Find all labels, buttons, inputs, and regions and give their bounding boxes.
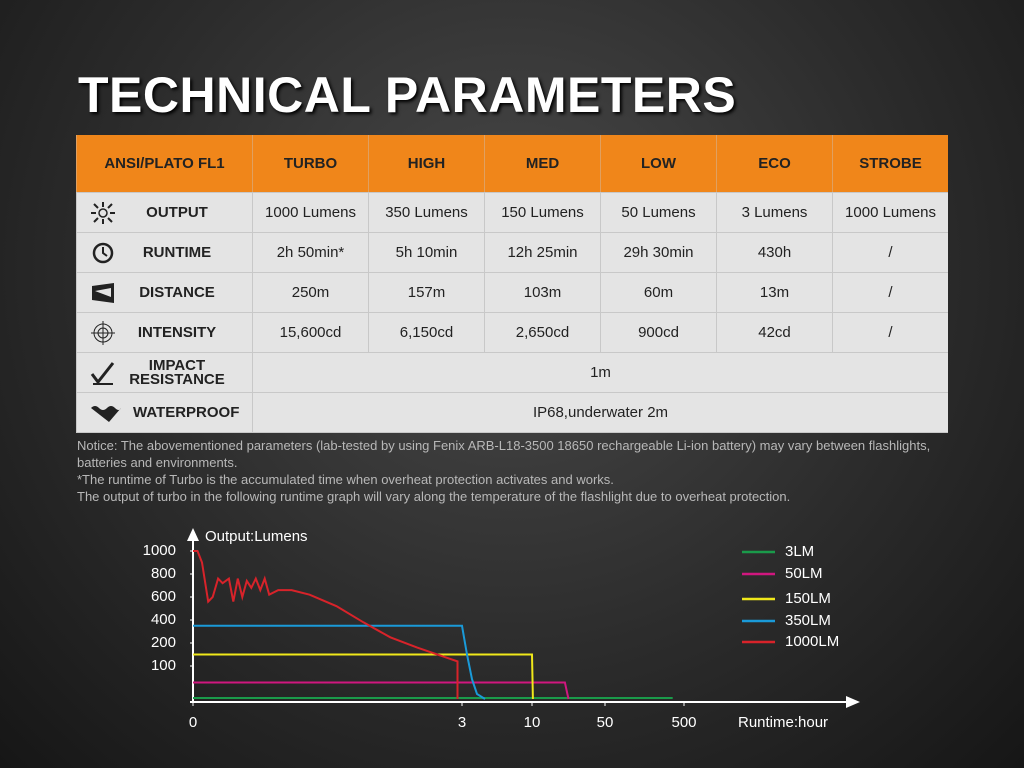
value-cell: 2,650cd: [484, 313, 600, 352]
row-label: OUTPUT: [146, 203, 208, 221]
legend-label: 150LM: [785, 590, 831, 607]
value-cell: IP68,underwater 2m: [252, 393, 948, 432]
value-cell: 12h 25min: [484, 233, 600, 272]
value-cell: 15,600cd: [252, 313, 368, 352]
series-line: [193, 550, 459, 699]
row-icon: [92, 242, 114, 263]
table-row: WATERPROOF IP68,underwater 2m: [76, 393, 948, 433]
value-cell: 2h 50min*: [252, 233, 368, 272]
page-title: TECHNICAL PARAMETERS: [78, 67, 737, 123]
x-tick-label: 10: [524, 714, 541, 731]
series-line: [193, 653, 534, 700]
value-cell: 13m: [716, 273, 832, 312]
header-cell: LOW: [600, 135, 716, 192]
y-tick-label: 600: [151, 588, 176, 605]
series-line: [193, 681, 570, 700]
row-label-cell: OUTPUT: [76, 193, 252, 232]
y-tick-label: 1000: [143, 542, 176, 559]
series-line: [193, 624, 486, 700]
value-cell: 60m: [600, 273, 716, 312]
header-cell: TURBO: [252, 135, 368, 192]
legend-label: 3LM: [785, 543, 814, 560]
note-line: Notice: The abovementioned parameters (l…: [77, 438, 931, 470]
legend-label: 350LM: [785, 612, 831, 629]
header-cell: STROBE: [832, 135, 948, 192]
header-cell: MED: [484, 135, 600, 192]
table-row: IMPACT RESISTANCE 1m: [76, 353, 948, 393]
header-cell: ECO: [716, 135, 832, 192]
y-tick-label: 200: [151, 634, 176, 651]
x-tick-label: 0: [189, 714, 197, 731]
value-cell: /: [832, 273, 948, 312]
row-label: RUNTIME: [142, 243, 212, 261]
value-cell: 5h 10min: [368, 233, 484, 272]
row-icon: [90, 361, 115, 385]
x-axis-label: Runtime:hour: [738, 714, 828, 731]
row-label-cell: RUNTIME: [76, 233, 252, 272]
row-icon: [92, 282, 114, 303]
value-cell: 103m: [484, 273, 600, 312]
value-cell: 50 Lumens: [600, 193, 716, 232]
header-cell: HIGH: [368, 135, 484, 192]
table-row: OUTPUT 1000 Lumens 350 Lumens 150 Lumens 50 …: [76, 193, 948, 233]
value-cell: 900cd: [600, 313, 716, 352]
table-row: RUNTIME 2h 50min* 5h 10min 12h 25min 29h 30m…: [76, 233, 948, 273]
row-label: IMPACT RESISTANCE: [129, 356, 225, 388]
y-axis-arrow: [187, 528, 199, 541]
value-cell: 250m: [252, 273, 368, 312]
x-tick-label: 500: [671, 714, 696, 731]
value-cell: /: [832, 313, 948, 352]
legend-label: 1000LM: [785, 633, 839, 650]
table-row: DISTANCE 250m 157m 103m 60m 13m /: [76, 273, 948, 313]
value-cell: 430h: [716, 233, 832, 272]
x-tick-label: 3: [458, 714, 466, 731]
value-cell: 1000 Lumens: [252, 193, 368, 232]
row-label: DISTANCE: [139, 283, 215, 301]
row-icon: [91, 405, 121, 422]
note-line: *The runtime of Turbo is the accumulated…: [77, 472, 614, 487]
header-cell: ANSI/PLATO FL1: [76, 135, 252, 192]
y-tick-label: 800: [151, 565, 176, 582]
row-icon: [91, 320, 115, 345]
row-label: WATERPROOF: [133, 403, 240, 421]
value-cell: 1000 Lumens: [832, 193, 948, 232]
notes: Notice: The abovementioned parameters (l…: [77, 437, 957, 505]
value-cell: 3 Lumens: [716, 193, 832, 232]
legend-label: 50LM: [785, 565, 823, 582]
value-cell: 29h 30min: [600, 233, 716, 272]
value-cell: 350 Lumens: [368, 193, 484, 232]
row-label: INTENSITY: [137, 323, 217, 341]
value-cell: 150 Lumens: [484, 193, 600, 232]
row-icon: [91, 201, 115, 224]
y-axis-label: Output:Lumens: [205, 528, 308, 545]
row-label-cell: DISTANCE: [76, 273, 252, 312]
table-row: INTENSITY 15,600cd 6,150cd 2,650cd 900cd 42cd…: [76, 313, 948, 353]
value-cell: 1m: [252, 353, 948, 392]
row-label-cell: INTENSITY: [76, 313, 252, 352]
series-line: [193, 697, 673, 699]
row-label-cell: IMPACT RESISTANCE: [76, 353, 252, 392]
table-header-row: ANSI/PLATO FL1 TURBO HIGH MED LOW ECO STROBE: [76, 135, 948, 193]
x-axis-arrow: [846, 696, 860, 708]
y-tick-label: 100: [151, 657, 176, 674]
spec-table: ANSI/PLATO FL1 TURBO HIGH MED LOW ECO STROBE OU…: [76, 135, 948, 433]
row-label-cell: WATERPROOF: [76, 393, 252, 432]
value-cell: /: [832, 233, 948, 272]
y-tick-label: 400: [151, 611, 176, 628]
value-cell: 6,150cd: [368, 313, 484, 352]
note-line: The output of turbo in the following run…: [77, 489, 791, 504]
x-tick-label: 50: [597, 714, 614, 731]
value-cell: 42cd: [716, 313, 832, 352]
value-cell: 157m: [368, 273, 484, 312]
